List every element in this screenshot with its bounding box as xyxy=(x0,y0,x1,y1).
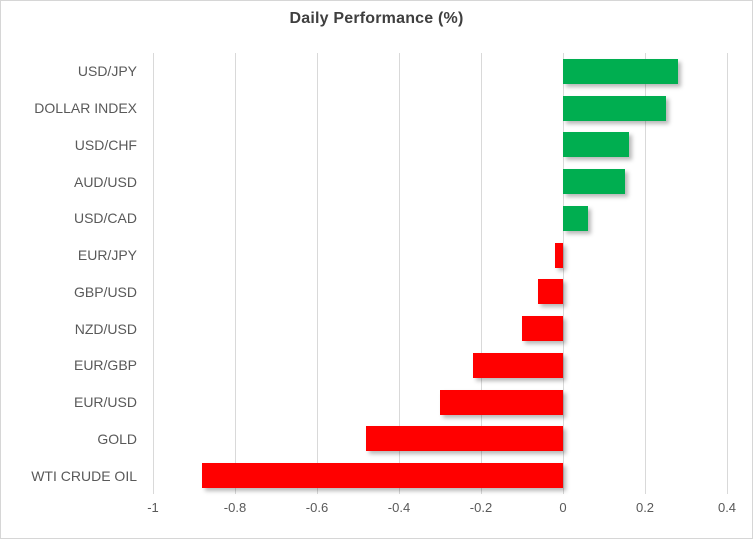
category-label: GBP/USD xyxy=(73,283,137,300)
bar-dollar-index xyxy=(563,95,666,121)
bar-aud-usd xyxy=(563,169,625,195)
category-label: EUR/JPY xyxy=(77,247,137,264)
category-label: USD/CAD xyxy=(73,210,137,227)
bar-gold xyxy=(366,426,563,452)
gridline xyxy=(317,53,318,494)
bar-usd-cad xyxy=(563,205,588,231)
gridline xyxy=(153,53,154,494)
bar-usd-chf xyxy=(563,132,629,158)
category-label: USD/JPY xyxy=(77,63,137,80)
x-tick-label: -0.6 xyxy=(305,500,329,515)
category-label: WTI CRUDE OIL xyxy=(31,467,137,484)
category-axis: USD/JPY DOLLAR INDEX USD/CHF AUD/USD USD/CAD… xyxy=(1,53,137,494)
chart-title: Daily Performance (%) xyxy=(289,10,464,27)
gridline xyxy=(727,53,728,494)
gridline xyxy=(563,53,564,494)
x-axis: -1 -0.8 -0.6 -0.4 -0.2 0 0.2 0.4 xyxy=(147,500,736,520)
bar-eur-gbp xyxy=(472,352,563,378)
x-tick-label: 0 xyxy=(559,500,567,515)
gridline xyxy=(481,53,482,494)
bar-eur-jpy xyxy=(554,242,563,268)
bar-eur-usd xyxy=(440,389,563,415)
x-tick-label: -0.2 xyxy=(469,500,493,515)
bar-nzd-usd xyxy=(522,316,563,342)
category-label: USD/CHF xyxy=(74,136,137,153)
category-label: EUR/GBP xyxy=(73,357,137,374)
plot-area xyxy=(153,53,728,494)
category-label: NZD/USD xyxy=(74,320,137,337)
bar-usd-jpy xyxy=(563,58,678,84)
x-tick-label: -0.4 xyxy=(387,500,411,515)
category-label: AUD/USD xyxy=(73,173,137,190)
gridline xyxy=(399,53,400,494)
x-tick-label: 0.2 xyxy=(635,500,655,515)
x-tick-label: 0.4 xyxy=(717,500,737,515)
category-label: GOLD xyxy=(97,430,137,447)
x-tick-label: -1 xyxy=(147,500,159,515)
bar-gbp-usd xyxy=(538,279,563,305)
gridline xyxy=(645,53,646,494)
gridline xyxy=(235,53,236,494)
x-tick-label: -0.8 xyxy=(223,500,247,515)
category-label: DOLLAR INDEX xyxy=(34,100,137,117)
category-label: EUR/USD xyxy=(73,394,137,411)
bar-wti-crude-oil xyxy=(202,463,563,489)
